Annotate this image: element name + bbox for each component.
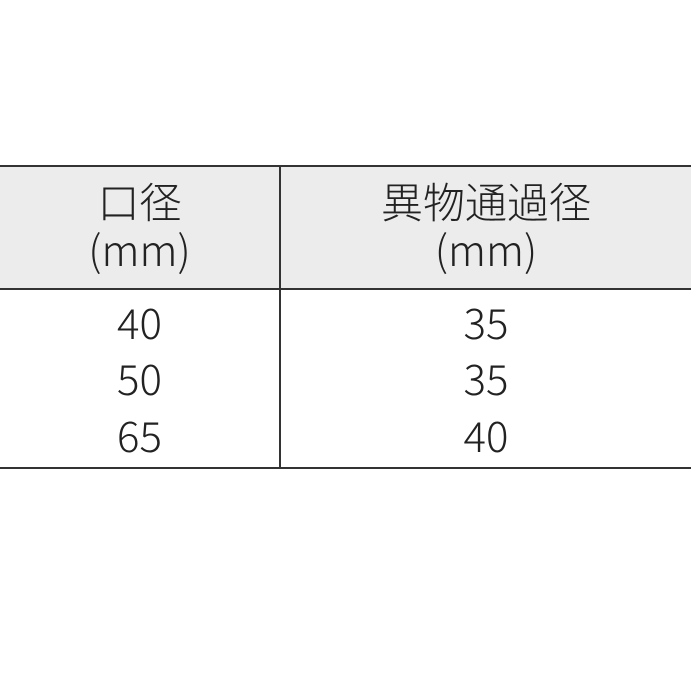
col-header-passage: 異物通過径 (mm) (280, 166, 691, 289)
table-row: 50 35 (0, 350, 691, 407)
cell-passage: 35 (280, 350, 691, 407)
cell-passage: 40 (280, 407, 691, 469)
cell-diameter: 65 (0, 407, 280, 469)
col-header-passage-unit: (mm) (281, 225, 691, 273)
cell-passage: 35 (280, 289, 691, 351)
specs-table-container: 口径 (mm) 異物通過径 (mm) 40 35 50 35 65 40 (0, 165, 691, 469)
table-header-row: 口径 (mm) 異物通過径 (mm) (0, 166, 691, 289)
table-row: 65 40 (0, 407, 691, 469)
col-header-diameter-unit: (mm) (0, 225, 279, 273)
table-body: 40 35 50 35 65 40 (0, 289, 691, 469)
specs-table: 口径 (mm) 異物通過径 (mm) 40 35 50 35 65 40 (0, 165, 691, 469)
table-row: 40 35 (0, 289, 691, 351)
table-header: 口径 (mm) 異物通過径 (mm) (0, 166, 691, 289)
cell-diameter: 40 (0, 289, 280, 351)
cell-diameter: 50 (0, 350, 280, 407)
col-header-diameter: 口径 (mm) (0, 166, 280, 289)
